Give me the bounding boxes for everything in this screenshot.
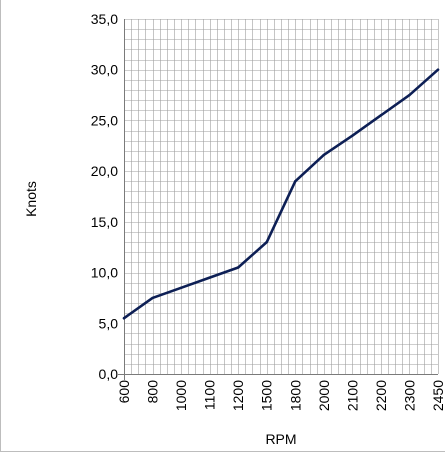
- y-tick-label: 0,0: [99, 366, 119, 382]
- x-tick-label: 2000: [316, 380, 332, 411]
- y-tick-label: 25,0: [91, 112, 118, 128]
- x-tick-label: 1200: [230, 380, 246, 411]
- data-point: [351, 134, 354, 137]
- x-tick-label: 2450: [430, 380, 446, 411]
- x-axis-label: RPM: [265, 431, 296, 447]
- y-tick-label: 5,0: [99, 315, 119, 331]
- y-axis-label: Knots: [23, 181, 39, 217]
- data-point: [294, 180, 297, 183]
- grid: [124, 19, 439, 375]
- y-tick-label: 10,0: [91, 265, 118, 281]
- data-point: [208, 276, 211, 279]
- x-tick-label: 600: [116, 380, 132, 404]
- y-tick-label: 30,0: [91, 62, 118, 78]
- x-tick-label: 1100: [202, 380, 218, 410]
- x-tick-label: 2300: [401, 380, 417, 411]
- data-point: [408, 93, 411, 97]
- data-point: [151, 296, 154, 300]
- y-tick-label: 35,0: [91, 11, 118, 27]
- data-point: [322, 153, 326, 157]
- data-point: [236, 266, 240, 269]
- data-point: [179, 286, 183, 289]
- axes: [118, 19, 438, 380]
- x-tick-label: 1800: [287, 380, 303, 411]
- data-point: [436, 68, 440, 71]
- x-tick-label: 1000: [173, 380, 189, 411]
- data-point: [379, 114, 383, 117]
- x-tick-label: 2100: [344, 380, 360, 411]
- y-tick-label: 20,0: [91, 163, 118, 179]
- y-tick-label: 15,0: [91, 214, 118, 230]
- x-tick-label: 1500: [259, 380, 275, 411]
- y-tick-labels: 0,0 5,0 10,0 15,0 20,0 25,0 30,0 35,0: [91, 11, 118, 382]
- x-tick-labels: 600 800 1000 1100 1200 1500 1800 2000 2100 2200 23…: [116, 380, 446, 411]
- data-point: [265, 240, 268, 244]
- series-line: [122, 68, 440, 320]
- data-point: [122, 317, 126, 320]
- series-group: [122, 68, 440, 320]
- x-tick-label: 2200: [373, 380, 389, 411]
- x-tick-label: 800: [145, 380, 161, 404]
